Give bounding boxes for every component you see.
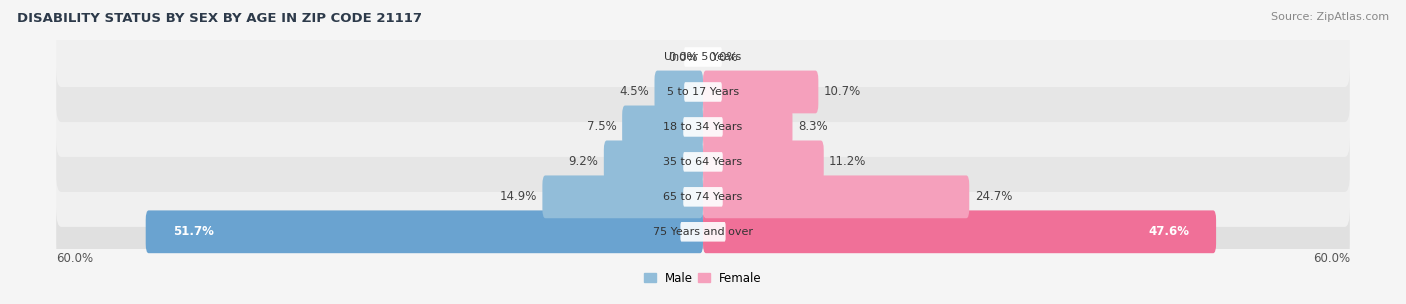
Text: 0.0%: 0.0% xyxy=(709,50,738,64)
FancyBboxPatch shape xyxy=(683,152,723,172)
Text: 10.7%: 10.7% xyxy=(824,85,860,98)
FancyBboxPatch shape xyxy=(703,175,969,218)
Text: 60.0%: 60.0% xyxy=(56,252,93,265)
FancyBboxPatch shape xyxy=(56,202,1350,262)
Text: 8.3%: 8.3% xyxy=(797,120,828,133)
FancyBboxPatch shape xyxy=(683,187,723,207)
FancyBboxPatch shape xyxy=(683,117,723,137)
Text: 4.5%: 4.5% xyxy=(620,85,650,98)
FancyBboxPatch shape xyxy=(685,47,721,67)
Text: 24.7%: 24.7% xyxy=(974,190,1012,203)
Text: 0.0%: 0.0% xyxy=(668,50,697,64)
FancyBboxPatch shape xyxy=(654,71,703,113)
Legend: Male, Female: Male, Female xyxy=(640,267,766,289)
Text: 75 Years and over: 75 Years and over xyxy=(652,227,754,237)
Text: 9.2%: 9.2% xyxy=(568,155,599,168)
Text: 65 to 74 Years: 65 to 74 Years xyxy=(664,192,742,202)
FancyBboxPatch shape xyxy=(703,140,824,183)
FancyBboxPatch shape xyxy=(685,82,721,102)
Text: 11.2%: 11.2% xyxy=(830,155,866,168)
Text: 7.5%: 7.5% xyxy=(588,120,617,133)
FancyBboxPatch shape xyxy=(681,222,725,242)
Text: DISABILITY STATUS BY SEX BY AGE IN ZIP CODE 21117: DISABILITY STATUS BY SEX BY AGE IN ZIP C… xyxy=(17,12,422,25)
FancyBboxPatch shape xyxy=(56,62,1350,122)
Text: 60.0%: 60.0% xyxy=(1313,252,1350,265)
FancyBboxPatch shape xyxy=(703,105,793,148)
FancyBboxPatch shape xyxy=(703,71,818,113)
FancyBboxPatch shape xyxy=(56,167,1350,227)
Text: 51.7%: 51.7% xyxy=(173,225,214,238)
Text: 47.6%: 47.6% xyxy=(1149,225,1189,238)
FancyBboxPatch shape xyxy=(56,27,1350,87)
Text: 5 to 17 Years: 5 to 17 Years xyxy=(666,87,740,97)
FancyBboxPatch shape xyxy=(56,97,1350,157)
Text: 14.9%: 14.9% xyxy=(499,190,537,203)
FancyBboxPatch shape xyxy=(603,140,703,183)
Text: Under 5 Years: Under 5 Years xyxy=(665,52,741,62)
FancyBboxPatch shape xyxy=(146,210,703,253)
FancyBboxPatch shape xyxy=(543,175,703,218)
Text: 18 to 34 Years: 18 to 34 Years xyxy=(664,122,742,132)
Text: 35 to 64 Years: 35 to 64 Years xyxy=(664,157,742,167)
Text: Source: ZipAtlas.com: Source: ZipAtlas.com xyxy=(1271,12,1389,22)
FancyBboxPatch shape xyxy=(703,210,1216,253)
FancyBboxPatch shape xyxy=(56,132,1350,192)
FancyBboxPatch shape xyxy=(621,105,703,148)
